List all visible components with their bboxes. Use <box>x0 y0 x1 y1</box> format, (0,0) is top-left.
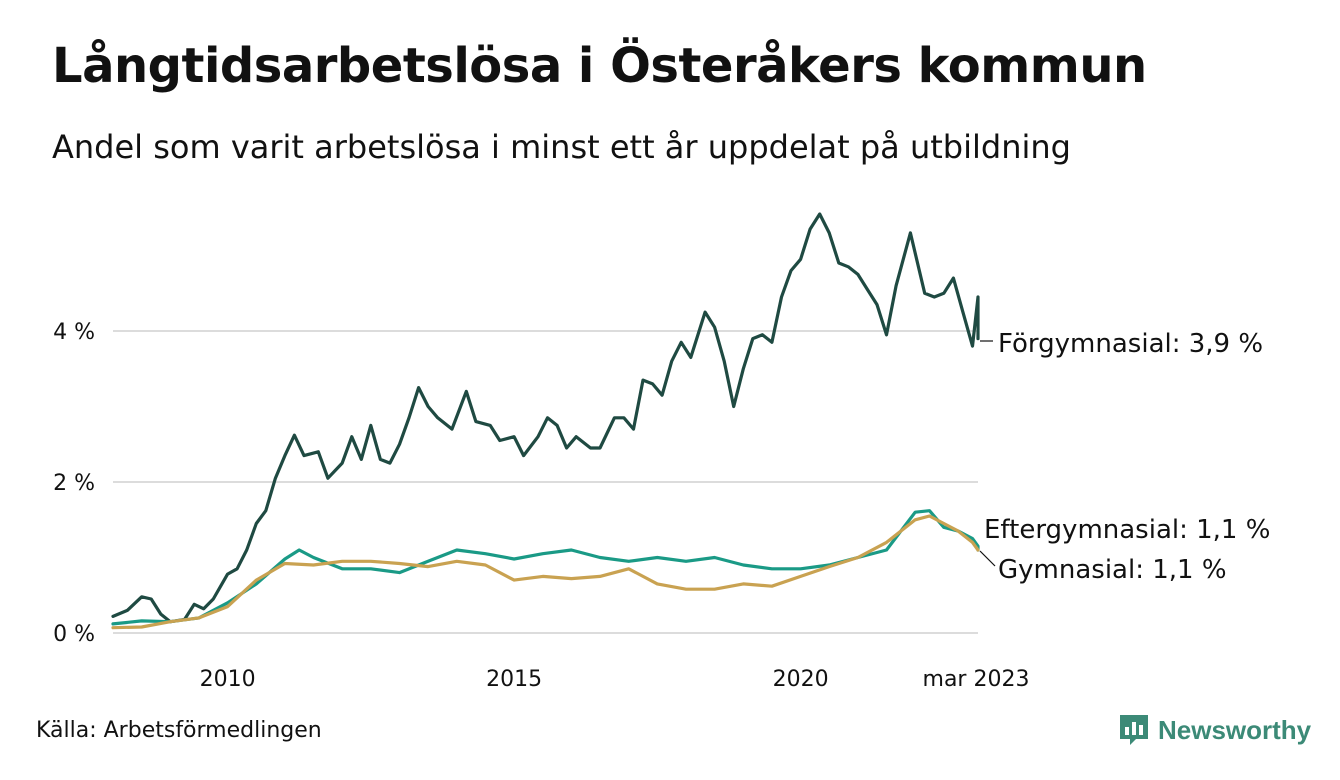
label-leader-line <box>979 550 996 567</box>
series-line-förgymnasial <box>111 212 980 624</box>
y-tick-label: 4 % <box>53 320 95 345</box>
y-tick-label: 2 % <box>53 471 95 496</box>
x-tick-label: 2020 <box>773 667 829 692</box>
series-line-eftergymnasial <box>111 509 980 626</box>
series-lines <box>111 212 980 630</box>
gridlines <box>113 330 978 634</box>
series-end-label-eftergymnasial: Eftergymnasial: 1,1 % <box>984 515 1270 545</box>
chart-title: Långtidsarbetslösa i Österåkers kommun <box>52 38 1147 94</box>
x-tick-label: 2015 <box>486 667 542 692</box>
newsworthy-icon <box>1120 715 1148 745</box>
series-end-labels: Förgymnasial: 3,9 % Eftergymnasial: 1,1 %… <box>979 329 1270 585</box>
x-tick-label: 2010 <box>200 667 256 692</box>
series-end-label-förgymnasial: Förgymnasial: 3,9 % <box>998 329 1263 359</box>
chart-subtitle: Andel som varit arbetslösa i minst ett å… <box>52 128 1071 166</box>
x-tick-label: mar 2023 <box>923 667 1030 692</box>
source-note: Källa: Arbetsförmedlingen <box>36 718 322 743</box>
y-tick-label: 0 % <box>53 622 95 647</box>
brand-logo: Newsworthy <box>1118 713 1311 747</box>
x-axis-ticks: 2010 2015 2020 mar 2023 <box>200 667 1030 692</box>
y-axis-ticks: 0 % 2 % 4 % <box>53 320 95 647</box>
brand-name: Newsworthy <box>1158 714 1312 745</box>
series-line-gymnasial <box>111 514 980 630</box>
series-end-label-gymnasial: Gymnasial: 1,1 % <box>998 555 1227 585</box>
